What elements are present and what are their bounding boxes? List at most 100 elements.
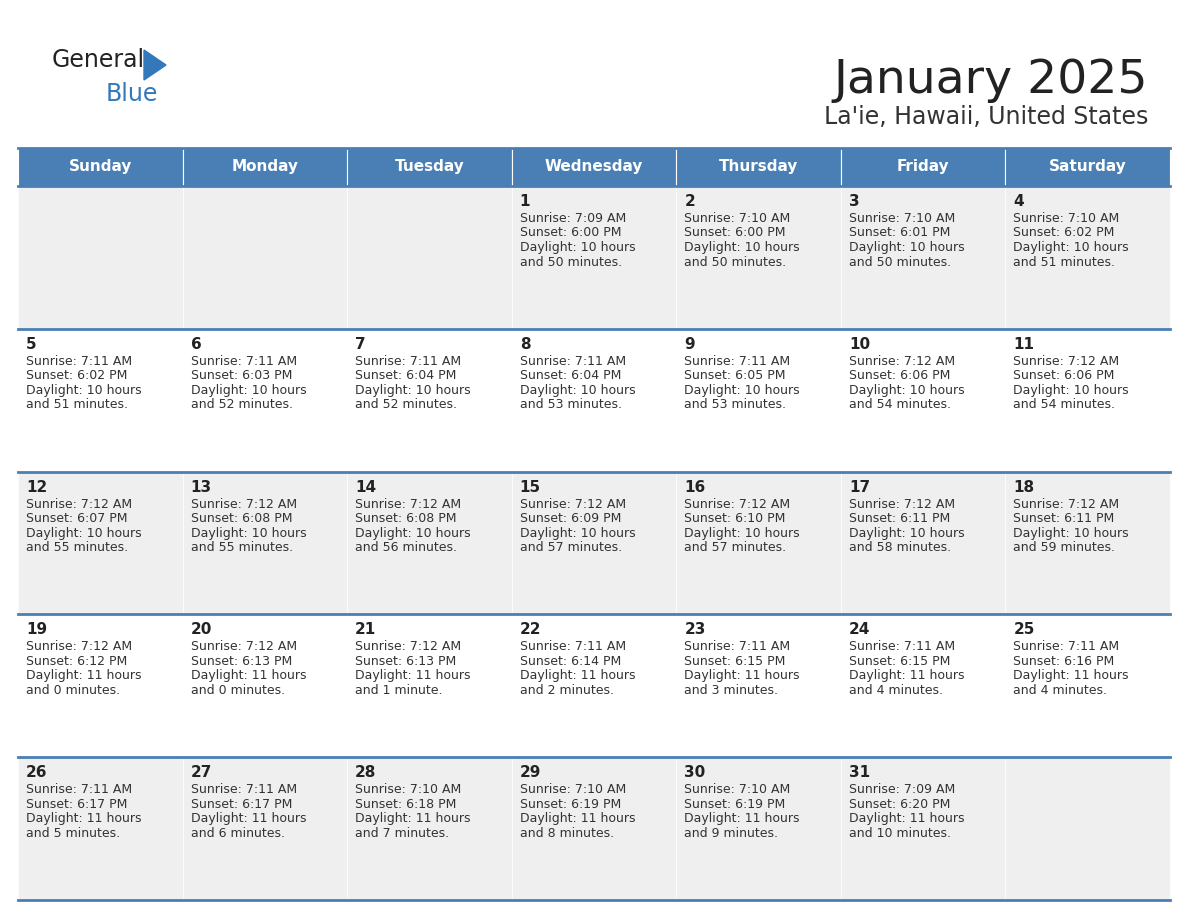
Bar xyxy=(183,329,347,472)
Text: Sunset: 6:13 PM: Sunset: 6:13 PM xyxy=(355,655,456,668)
Text: Sunset: 6:11 PM: Sunset: 6:11 PM xyxy=(849,512,950,525)
Text: Sunset: 6:08 PM: Sunset: 6:08 PM xyxy=(190,512,292,525)
Text: 8: 8 xyxy=(519,337,530,352)
Bar xyxy=(676,329,841,472)
Bar xyxy=(347,148,512,186)
Text: Sunset: 6:14 PM: Sunset: 6:14 PM xyxy=(519,655,621,668)
Text: and 56 minutes.: and 56 minutes. xyxy=(355,541,457,554)
Text: Sunset: 6:20 PM: Sunset: 6:20 PM xyxy=(849,798,950,811)
Text: 5: 5 xyxy=(26,337,37,352)
Bar xyxy=(183,757,347,900)
Bar xyxy=(183,186,347,329)
Text: Sunrise: 7:10 AM: Sunrise: 7:10 AM xyxy=(684,783,790,796)
Text: Sunrise: 7:11 AM: Sunrise: 7:11 AM xyxy=(684,354,790,368)
Text: Sunset: 6:11 PM: Sunset: 6:11 PM xyxy=(1013,512,1114,525)
Text: and 1 minute.: and 1 minute. xyxy=(355,684,443,697)
Text: Sunset: 6:07 PM: Sunset: 6:07 PM xyxy=(26,512,127,525)
Text: 23: 23 xyxy=(684,622,706,637)
Text: Sunrise: 7:12 AM: Sunrise: 7:12 AM xyxy=(849,354,955,368)
Bar xyxy=(183,472,347,614)
Text: Daylight: 11 hours: Daylight: 11 hours xyxy=(1013,669,1129,682)
Text: Sunrise: 7:10 AM: Sunrise: 7:10 AM xyxy=(519,783,626,796)
Text: and 4 minutes.: and 4 minutes. xyxy=(1013,684,1107,697)
Bar xyxy=(18,614,183,757)
Text: Sunset: 6:13 PM: Sunset: 6:13 PM xyxy=(190,655,292,668)
Text: and 50 minutes.: and 50 minutes. xyxy=(849,255,950,268)
Text: Sunday: Sunday xyxy=(69,160,132,174)
Text: and 3 minutes.: and 3 minutes. xyxy=(684,684,778,697)
Text: Sunrise: 7:11 AM: Sunrise: 7:11 AM xyxy=(684,641,790,654)
Text: Daylight: 10 hours: Daylight: 10 hours xyxy=(849,241,965,254)
Text: Daylight: 10 hours: Daylight: 10 hours xyxy=(849,384,965,397)
Bar xyxy=(1005,186,1170,329)
Text: and 57 minutes.: and 57 minutes. xyxy=(519,541,621,554)
Text: Sunset: 6:17 PM: Sunset: 6:17 PM xyxy=(26,798,127,811)
Text: Daylight: 10 hours: Daylight: 10 hours xyxy=(684,527,800,540)
Text: Daylight: 10 hours: Daylight: 10 hours xyxy=(519,384,636,397)
Text: Sunset: 6:01 PM: Sunset: 6:01 PM xyxy=(849,227,950,240)
Bar xyxy=(347,186,512,329)
Text: Sunset: 6:19 PM: Sunset: 6:19 PM xyxy=(519,798,621,811)
Text: 21: 21 xyxy=(355,622,377,637)
Bar xyxy=(512,186,676,329)
Text: 28: 28 xyxy=(355,766,377,780)
Text: Daylight: 10 hours: Daylight: 10 hours xyxy=(849,527,965,540)
Text: Daylight: 11 hours: Daylight: 11 hours xyxy=(519,669,636,682)
Bar xyxy=(512,614,676,757)
Text: and 58 minutes.: and 58 minutes. xyxy=(849,541,950,554)
Text: Sunrise: 7:10 AM: Sunrise: 7:10 AM xyxy=(1013,212,1119,225)
Text: Sunset: 6:10 PM: Sunset: 6:10 PM xyxy=(684,512,785,525)
Text: 30: 30 xyxy=(684,766,706,780)
Text: Sunrise: 7:09 AM: Sunrise: 7:09 AM xyxy=(849,783,955,796)
Text: Sunrise: 7:11 AM: Sunrise: 7:11 AM xyxy=(190,783,297,796)
Text: and 2 minutes.: and 2 minutes. xyxy=(519,684,614,697)
Text: Saturday: Saturday xyxy=(1049,160,1126,174)
Text: Sunrise: 7:10 AM: Sunrise: 7:10 AM xyxy=(849,212,955,225)
Text: Daylight: 11 hours: Daylight: 11 hours xyxy=(26,812,141,825)
Text: Friday: Friday xyxy=(897,160,949,174)
Text: Daylight: 10 hours: Daylight: 10 hours xyxy=(190,384,307,397)
Bar xyxy=(841,148,1005,186)
Text: Daylight: 11 hours: Daylight: 11 hours xyxy=(190,669,307,682)
Text: Sunset: 6:06 PM: Sunset: 6:06 PM xyxy=(849,369,950,382)
Text: Sunrise: 7:12 AM: Sunrise: 7:12 AM xyxy=(1013,354,1119,368)
Text: Daylight: 10 hours: Daylight: 10 hours xyxy=(519,527,636,540)
Text: Sunrise: 7:12 AM: Sunrise: 7:12 AM xyxy=(355,641,461,654)
Text: 22: 22 xyxy=(519,622,542,637)
Bar xyxy=(1005,148,1170,186)
Text: Thursday: Thursday xyxy=(719,160,798,174)
Text: Daylight: 11 hours: Daylight: 11 hours xyxy=(355,669,470,682)
Text: Sunrise: 7:12 AM: Sunrise: 7:12 AM xyxy=(684,498,790,510)
Text: and 5 minutes.: and 5 minutes. xyxy=(26,827,120,840)
Text: Sunset: 6:00 PM: Sunset: 6:00 PM xyxy=(519,227,621,240)
Text: Daylight: 11 hours: Daylight: 11 hours xyxy=(849,669,965,682)
Bar xyxy=(183,614,347,757)
Text: Sunrise: 7:11 AM: Sunrise: 7:11 AM xyxy=(190,354,297,368)
Text: and 7 minutes.: and 7 minutes. xyxy=(355,827,449,840)
Text: January 2025: January 2025 xyxy=(834,58,1148,103)
Text: and 0 minutes.: and 0 minutes. xyxy=(190,684,285,697)
Text: and 50 minutes.: and 50 minutes. xyxy=(519,255,621,268)
Text: Sunset: 6:09 PM: Sunset: 6:09 PM xyxy=(519,512,621,525)
Text: Daylight: 10 hours: Daylight: 10 hours xyxy=(1013,241,1129,254)
Text: Sunrise: 7:12 AM: Sunrise: 7:12 AM xyxy=(190,498,297,510)
Text: Sunrise: 7:12 AM: Sunrise: 7:12 AM xyxy=(1013,498,1119,510)
Text: 6: 6 xyxy=(190,337,201,352)
Text: Sunset: 6:12 PM: Sunset: 6:12 PM xyxy=(26,655,127,668)
Bar xyxy=(676,148,841,186)
Text: Daylight: 10 hours: Daylight: 10 hours xyxy=(355,527,470,540)
Text: 31: 31 xyxy=(849,766,870,780)
Bar xyxy=(841,329,1005,472)
Text: 10: 10 xyxy=(849,337,870,352)
Text: Sunset: 6:15 PM: Sunset: 6:15 PM xyxy=(849,655,950,668)
Bar xyxy=(512,472,676,614)
Text: Sunset: 6:02 PM: Sunset: 6:02 PM xyxy=(1013,227,1114,240)
Text: Sunset: 6:15 PM: Sunset: 6:15 PM xyxy=(684,655,785,668)
Text: Sunrise: 7:11 AM: Sunrise: 7:11 AM xyxy=(1013,641,1119,654)
Bar xyxy=(18,186,183,329)
Bar xyxy=(347,757,512,900)
Bar xyxy=(18,148,183,186)
Text: and 55 minutes.: and 55 minutes. xyxy=(26,541,128,554)
Text: Sunset: 6:08 PM: Sunset: 6:08 PM xyxy=(355,512,456,525)
Text: Daylight: 10 hours: Daylight: 10 hours xyxy=(1013,384,1129,397)
